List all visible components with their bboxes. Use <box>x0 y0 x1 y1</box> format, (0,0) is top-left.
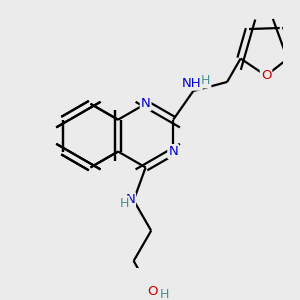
Text: H: H <box>160 288 169 300</box>
Text: H: H <box>201 74 210 87</box>
Text: NH: NH <box>182 76 202 90</box>
Text: O: O <box>147 285 158 298</box>
Text: N: N <box>141 97 151 110</box>
Text: N: N <box>125 193 135 206</box>
Text: O: O <box>261 69 271 82</box>
Text: H: H <box>119 196 129 210</box>
Text: N: N <box>168 145 178 158</box>
